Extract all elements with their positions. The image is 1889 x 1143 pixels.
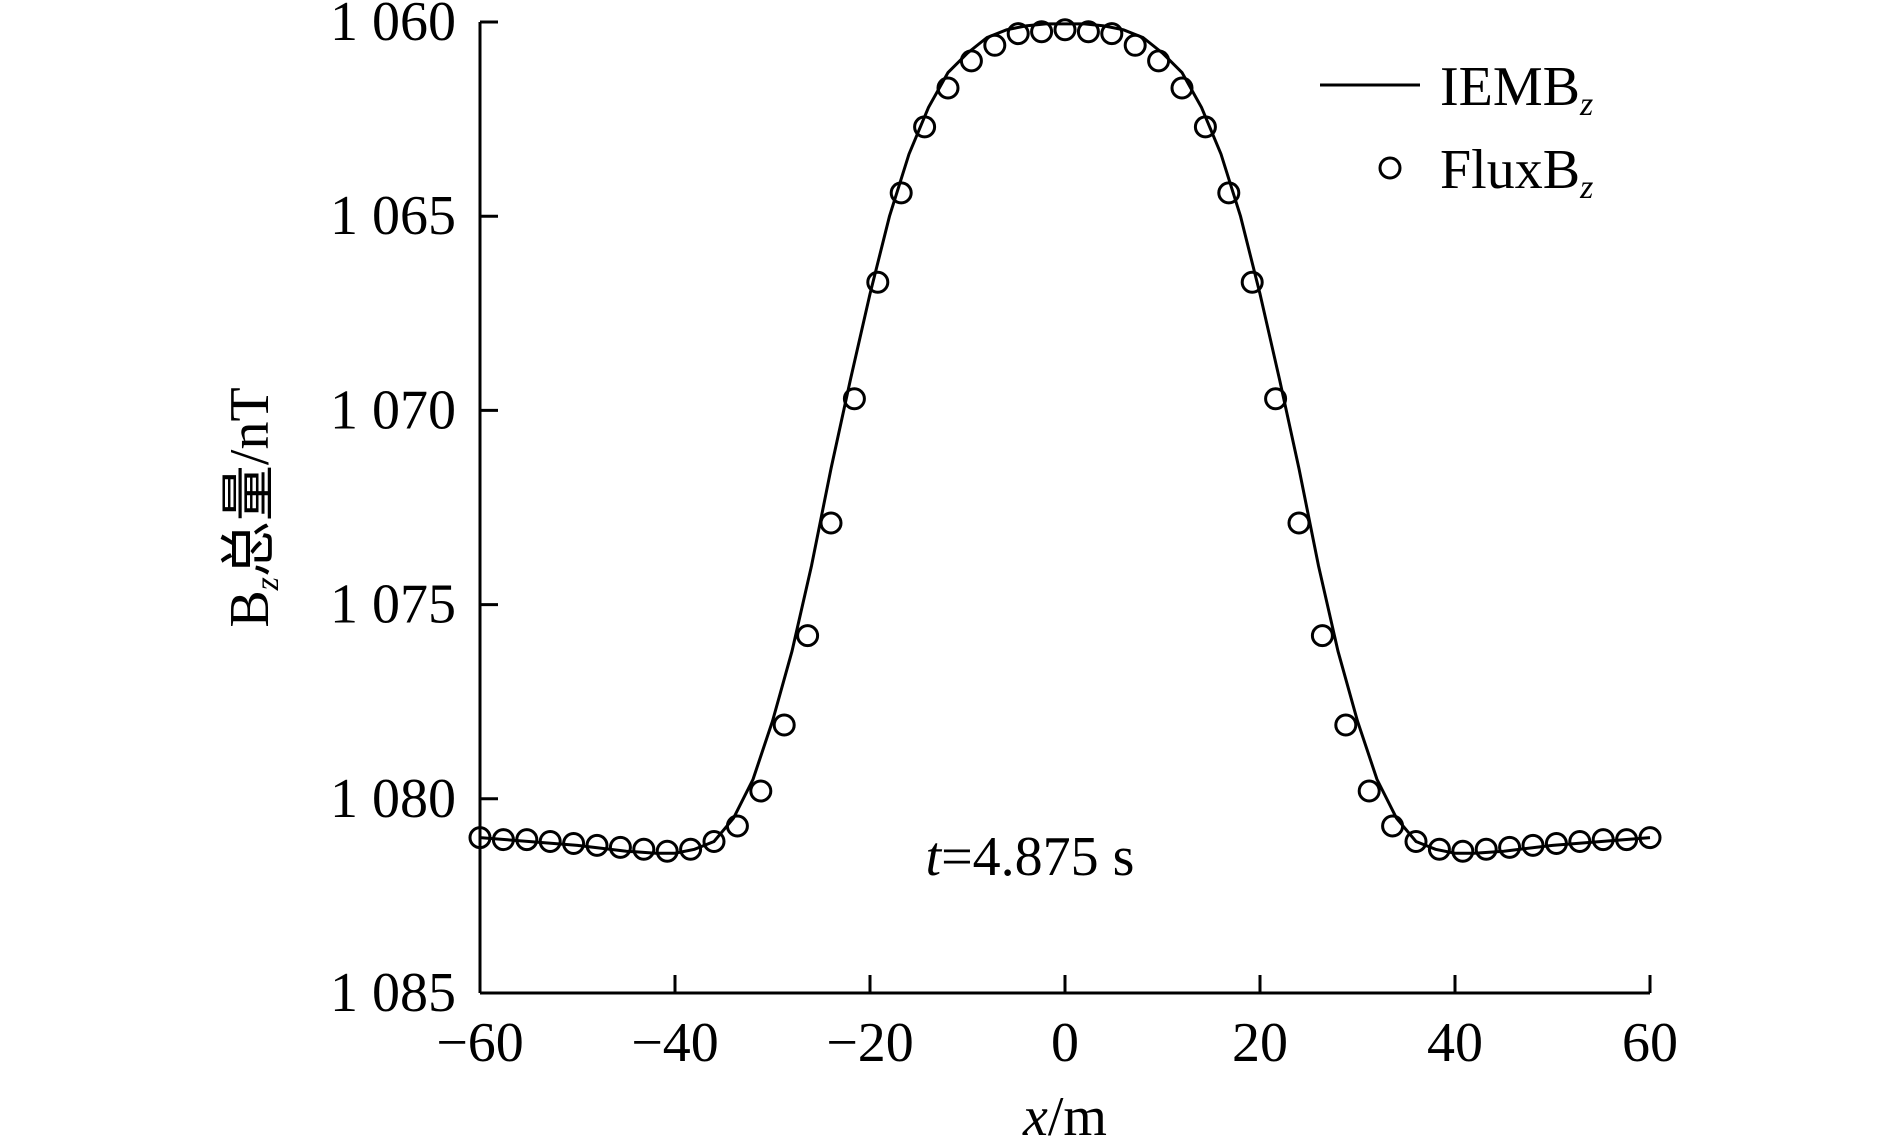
data-point-fluxb (1427, 837, 1451, 861)
data-point-fluxb (1381, 814, 1405, 838)
data-point-fluxb (1521, 833, 1545, 857)
data-point-fluxb (1170, 76, 1194, 100)
legend-label-iemb: IEMBz (1440, 56, 1593, 123)
legend: IEMBz FluxBz (1320, 56, 1593, 206)
axes: 1 060 1 065 1 070 1 075 1 080 1 085−60 −40 −20 0… (219, 0, 1678, 1143)
data-point-fluxb (1053, 18, 1077, 42)
data-point-fluxb (819, 511, 843, 535)
x-tick-label: −40 (631, 1012, 719, 1074)
data-point-fluxb (538, 830, 562, 854)
x-tick-label: −60 (436, 1012, 524, 1074)
data-point-fluxb (1615, 828, 1639, 852)
data-point-fluxb (655, 839, 679, 863)
data-point-fluxb (585, 833, 609, 857)
data-point-fluxb (749, 779, 773, 803)
data-point-fluxb (491, 828, 515, 852)
data-point-fluxb (1100, 22, 1124, 46)
data-point-fluxb (1310, 624, 1334, 648)
data-point-fluxb (796, 624, 820, 648)
annotations: t=4.875 s (926, 826, 1135, 888)
data-point-fluxb (725, 814, 749, 838)
data-point-fluxb (1147, 49, 1171, 73)
data-point-fluxb (608, 835, 632, 859)
data-point-fluxb (1404, 830, 1428, 854)
data-point-fluxb (842, 387, 866, 411)
data-point-fluxb (562, 831, 586, 855)
data-point-fluxb (1076, 20, 1100, 44)
x-tick-label: −20 (826, 1012, 914, 1074)
y-tick-label: 1 080 (330, 768, 456, 830)
data-point-fluxb (1240, 270, 1264, 294)
y-axis-title: Bz总量/nT (219, 387, 286, 627)
x-axis-title: x/m (1022, 1086, 1107, 1143)
data-point-fluxb (1591, 828, 1615, 852)
plot-area (468, 18, 1662, 863)
x-tick-label: 60 (1622, 1012, 1678, 1074)
x-tick-label: 20 (1232, 1012, 1288, 1074)
legend-label-fluxb: FluxBz (1440, 139, 1593, 206)
data-point-fluxb (1498, 835, 1522, 859)
data-point-fluxb (1544, 831, 1568, 855)
y-tick-label: 1 070 (330, 379, 456, 441)
y-tick-label: 1 065 (330, 185, 456, 247)
data-point-fluxb (1287, 511, 1311, 535)
data-point-fluxb (772, 713, 796, 737)
data-point-fluxb (679, 837, 703, 861)
data-point-fluxb (1451, 839, 1475, 863)
y-tick-label: 1 075 (330, 574, 456, 636)
data-point-fluxb (1638, 826, 1662, 850)
data-point-fluxb (1123, 33, 1147, 57)
x-tick-label: 40 (1427, 1012, 1483, 1074)
y-tick-label: 1 060 (330, 0, 456, 53)
data-point-fluxb (1193, 115, 1217, 139)
data-point-fluxb (866, 270, 890, 294)
data-point-fluxb (889, 181, 913, 205)
data-point-fluxb (1006, 22, 1030, 46)
data-point-fluxb (1357, 779, 1381, 803)
series-line-iemb (479, 22, 1651, 855)
x-tick-label: 0 (1051, 1012, 1079, 1074)
time-annotation: t=4.875 s (926, 826, 1135, 888)
data-point-fluxb (959, 49, 983, 73)
y-tick-label: 1 085 (330, 962, 456, 1024)
data-point-fluxb (1334, 713, 1358, 737)
data-point-fluxb (632, 837, 656, 861)
data-point-fluxb (1217, 181, 1241, 205)
data-point-fluxb (913, 115, 937, 139)
data-point-fluxb (983, 33, 1007, 57)
data-point-fluxb (1568, 830, 1592, 854)
data-point-fluxb (936, 76, 960, 100)
data-point-fluxb (702, 830, 726, 854)
data-point-fluxb (515, 828, 539, 852)
data-point-fluxb (1474, 837, 1498, 861)
legend-marker-swatch (1378, 156, 1402, 180)
data-point-fluxb (1030, 20, 1054, 44)
data-point-fluxb (1264, 387, 1288, 411)
